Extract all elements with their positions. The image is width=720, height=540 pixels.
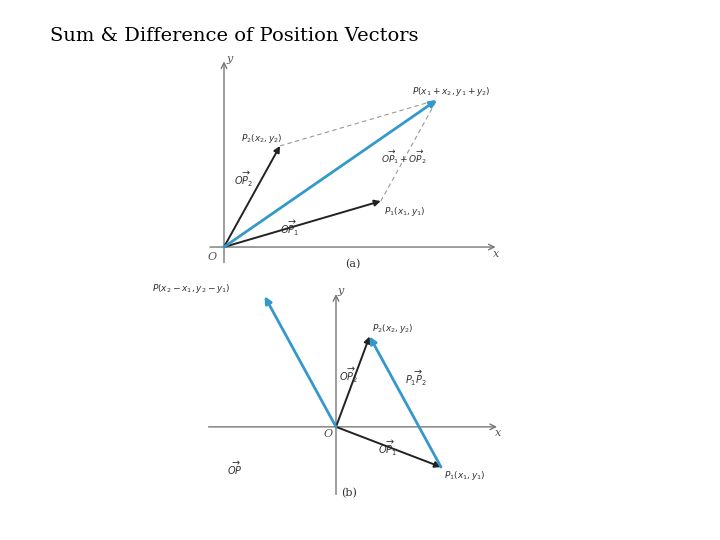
Text: $\overrightarrow{OP}$: $\overrightarrow{OP}$ — [227, 459, 243, 477]
Text: (a): (a) — [345, 259, 361, 269]
FancyArrowPatch shape — [224, 201, 379, 247]
Text: x: x — [492, 249, 499, 259]
Text: Sum & Difference of Position Vectors: Sum & Difference of Position Vectors — [50, 27, 419, 45]
FancyArrowPatch shape — [371, 339, 441, 467]
Text: $P(x_1+x_2,y_1+y_2)$: $P(x_1+x_2,y_1+y_2)$ — [412, 85, 490, 98]
Text: $\overrightarrow{OP_2}$: $\overrightarrow{OP_2}$ — [234, 170, 253, 189]
Text: y: y — [227, 55, 233, 64]
FancyArrowPatch shape — [266, 299, 336, 427]
Text: x: x — [495, 428, 501, 438]
Text: $\overrightarrow{OP_2}$: $\overrightarrow{OP_2}$ — [339, 366, 359, 386]
Text: $\overrightarrow{OP_1}$: $\overrightarrow{OP_1}$ — [378, 439, 397, 458]
FancyArrowPatch shape — [224, 148, 279, 247]
Text: (b): (b) — [341, 488, 356, 498]
Text: $P_2(x_2,y_2)$: $P_2(x_2,y_2)$ — [372, 322, 413, 335]
Text: $P_1(x_1,y_1)$: $P_1(x_1,y_1)$ — [384, 205, 426, 218]
Text: $\overrightarrow{OP_1}$: $\overrightarrow{OP_1}$ — [280, 219, 300, 238]
Text: y: y — [337, 286, 343, 296]
Text: $P(x_2-x_1,y_2-y_1)$: $P(x_2-x_1,y_2-y_1)$ — [152, 282, 231, 295]
Text: $\overrightarrow{OP_1}+\overrightarrow{OP_2}$: $\overrightarrow{OP_1}+\overrightarrow{O… — [381, 148, 426, 165]
Text: $P_1(x_1,y_1)$: $P_1(x_1,y_1)$ — [444, 469, 485, 482]
Text: $\overrightarrow{P_1P_2}$: $\overrightarrow{P_1P_2}$ — [405, 369, 427, 388]
FancyArrowPatch shape — [224, 102, 434, 247]
FancyArrowPatch shape — [336, 339, 369, 427]
Text: $P_2(x_2,y_2)$: $P_2(x_2,y_2)$ — [240, 132, 282, 145]
FancyArrowPatch shape — [336, 427, 439, 467]
Text: O: O — [324, 429, 333, 439]
Text: O: O — [207, 252, 216, 262]
